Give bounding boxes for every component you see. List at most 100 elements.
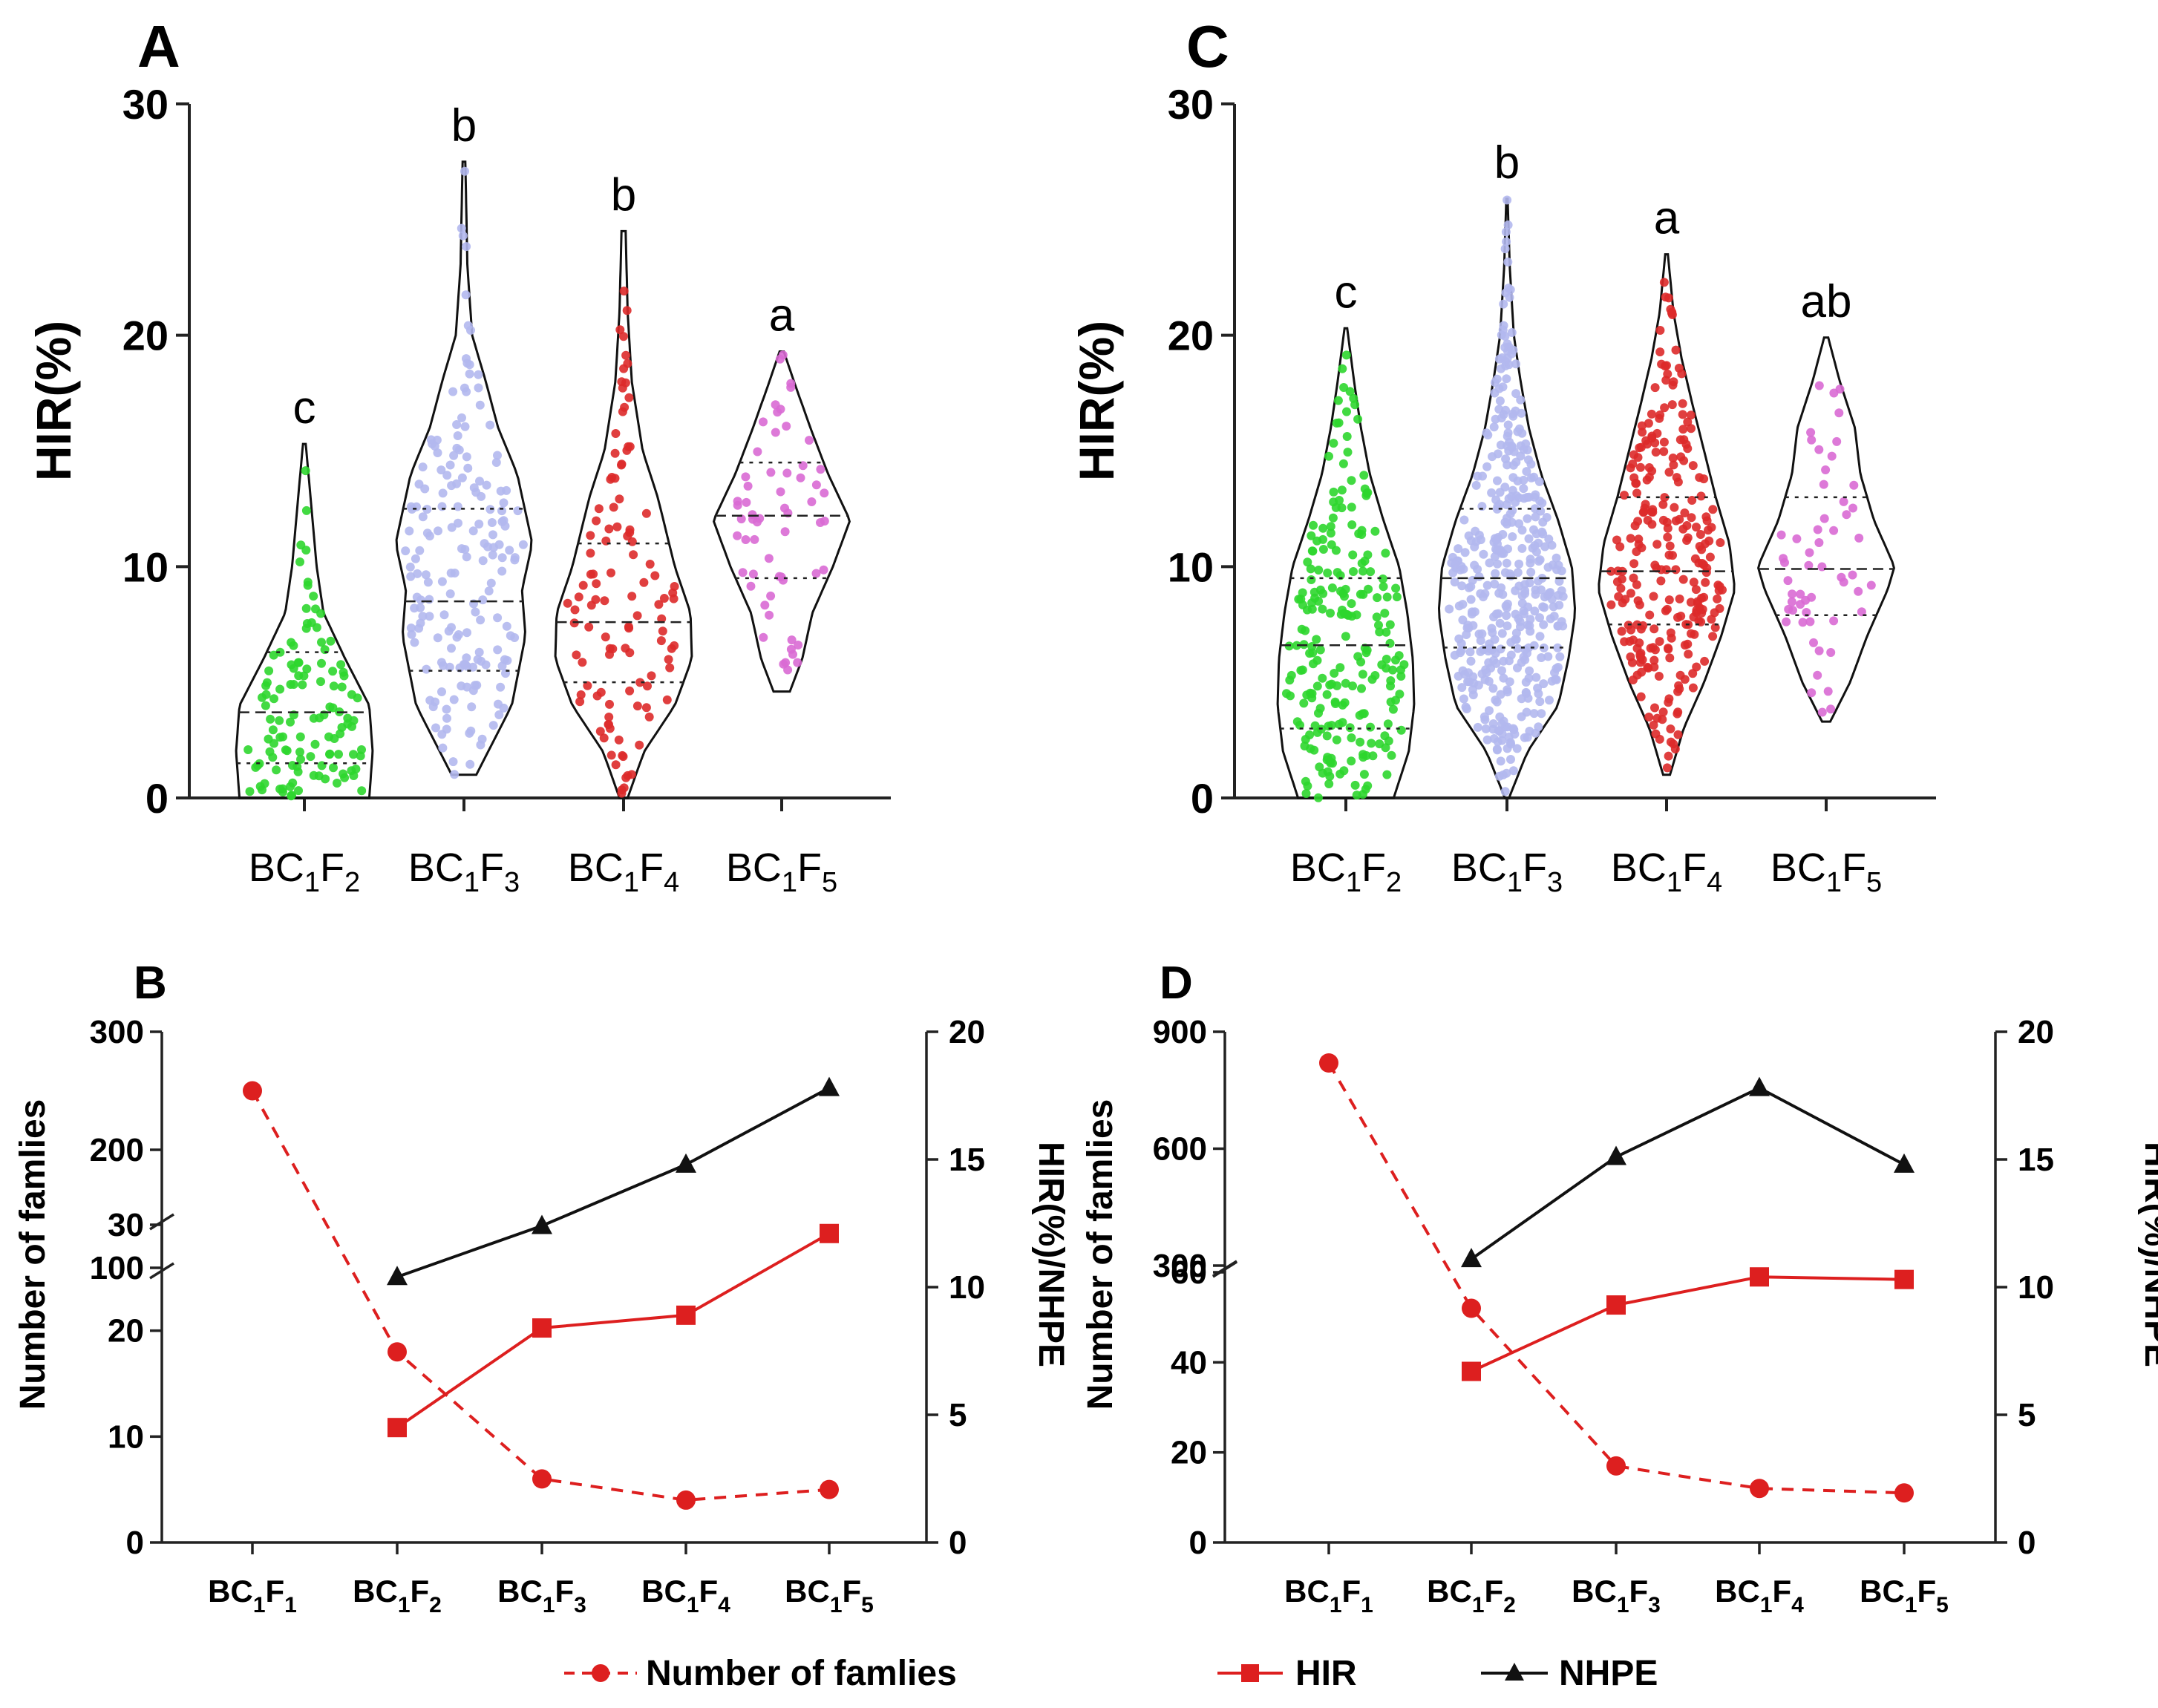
data-point — [1505, 509, 1515, 519]
data-point — [1676, 612, 1686, 621]
data-point — [401, 546, 411, 556]
data-point — [1382, 627, 1391, 637]
series-line — [251, 1090, 830, 1502]
data-point — [750, 534, 759, 544]
data-point — [1660, 403, 1670, 413]
data-point — [1459, 515, 1469, 525]
data-point — [1696, 530, 1705, 539]
data-point — [1813, 525, 1822, 534]
x-category-label: BC1F4 — [568, 845, 679, 898]
data-point — [1626, 625, 1635, 635]
data-point — [1482, 735, 1492, 745]
data-point — [349, 750, 358, 759]
y-tick-label-left: 20 — [108, 1313, 144, 1349]
data-point — [438, 743, 448, 753]
data-point — [1470, 542, 1479, 552]
data-point — [1526, 626, 1535, 636]
data-point — [748, 569, 758, 579]
data-point — [742, 497, 751, 507]
series-line — [1327, 1061, 1905, 1495]
data-point — [1814, 445, 1824, 454]
data-point — [1664, 644, 1673, 653]
data-point — [1491, 649, 1500, 658]
data-point — [1629, 559, 1639, 569]
data-point — [1506, 755, 1515, 764]
data-point — [493, 613, 503, 623]
data-point — [1307, 689, 1317, 698]
data-point — [461, 290, 471, 300]
data-point — [578, 658, 587, 667]
data-point — [1857, 607, 1866, 617]
data-point — [676, 1153, 696, 1173]
data-point — [1514, 519, 1524, 529]
data-point — [1638, 428, 1647, 437]
data-point — [1366, 722, 1375, 732]
data-point — [1660, 493, 1670, 503]
y-tick-label-right: 0 — [2018, 1525, 2036, 1561]
data-point — [1530, 606, 1540, 616]
data-point — [619, 287, 629, 296]
data-point — [1668, 454, 1678, 462]
x-category-label: BC1F5 — [1770, 845, 1882, 898]
data-point — [654, 600, 664, 609]
data-point — [445, 589, 455, 598]
data-point — [1504, 656, 1514, 666]
data-point — [1340, 698, 1350, 707]
data-point — [1499, 299, 1508, 309]
data-point — [1508, 411, 1518, 421]
data-point — [575, 697, 585, 707]
data-point — [1292, 641, 1301, 650]
data-point — [302, 664, 312, 674]
data-point — [1523, 733, 1532, 742]
x-category-label: BC1F5 — [1860, 1574, 1949, 1617]
data-point — [1664, 550, 1674, 560]
data-point — [1342, 407, 1351, 416]
data-point — [1661, 292, 1670, 302]
data-point — [1655, 734, 1664, 744]
data-point — [1713, 594, 1722, 603]
data-point — [1535, 555, 1545, 565]
data-point — [759, 417, 768, 427]
data-point — [471, 607, 480, 617]
data-point — [601, 632, 610, 642]
data-point — [1517, 543, 1527, 553]
data-point — [1684, 650, 1693, 659]
data-point — [1809, 638, 1818, 647]
data-point — [741, 535, 751, 544]
data-point — [1708, 505, 1718, 514]
data-point — [643, 681, 652, 691]
x-category-label: BC1F2 — [1290, 845, 1402, 898]
data-point — [1503, 339, 1512, 349]
data-point — [782, 468, 792, 478]
data-point — [1520, 580, 1530, 589]
data-point — [1531, 529, 1541, 539]
data-point — [1647, 431, 1657, 441]
data-point — [1511, 609, 1520, 619]
data-point — [1341, 632, 1350, 641]
data-point — [1494, 609, 1503, 618]
data-point — [584, 622, 594, 632]
data-point — [420, 484, 430, 494]
data-point — [1636, 692, 1646, 701]
data-point — [819, 565, 828, 575]
data-point — [773, 408, 782, 417]
y-axis-title-c: HIR(%) — [1069, 321, 1124, 481]
data-point — [1647, 520, 1657, 529]
data-point — [422, 664, 431, 674]
data-point — [436, 465, 446, 475]
violin-outline — [235, 442, 374, 799]
data-point — [1854, 533, 1864, 543]
data-point — [1315, 645, 1325, 655]
data-point — [1333, 396, 1343, 405]
series-line — [396, 1086, 830, 1279]
data-point — [1671, 516, 1681, 526]
data-point — [1331, 546, 1341, 555]
data-point — [1338, 364, 1347, 373]
data-point — [287, 660, 296, 670]
data-point — [1367, 675, 1377, 684]
data-point — [1490, 635, 1500, 644]
data-point — [676, 1490, 696, 1510]
data-point — [1298, 588, 1307, 598]
data-point — [1796, 600, 1805, 609]
